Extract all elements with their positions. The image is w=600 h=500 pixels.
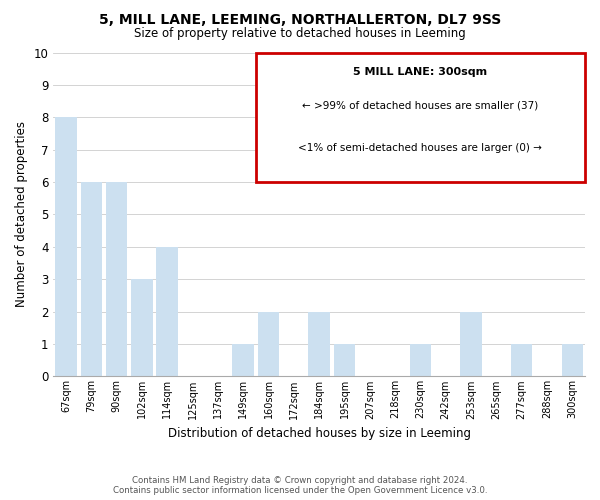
Bar	[410, 344, 431, 376]
Bar	[232, 344, 254, 376]
Y-axis label: Number of detached properties: Number of detached properties	[15, 122, 28, 308]
FancyBboxPatch shape	[256, 52, 585, 182]
Bar	[334, 344, 355, 376]
Bar	[258, 312, 279, 376]
Bar	[131, 279, 152, 376]
Bar	[106, 182, 127, 376]
Bar	[308, 312, 330, 376]
Bar	[157, 247, 178, 376]
Bar	[511, 344, 532, 376]
Text: 5 MILL LANE: 300sqm: 5 MILL LANE: 300sqm	[353, 67, 487, 77]
Text: Contains HM Land Registry data © Crown copyright and database right 2024.
Contai: Contains HM Land Registry data © Crown c…	[113, 476, 487, 495]
Bar	[55, 118, 77, 376]
Bar	[562, 344, 583, 376]
Text: ← >99% of detached houses are smaller (37): ← >99% of detached houses are smaller (3…	[302, 101, 539, 111]
Text: Size of property relative to detached houses in Leeming: Size of property relative to detached ho…	[134, 28, 466, 40]
Bar	[80, 182, 102, 376]
Bar	[460, 312, 482, 376]
Text: 5, MILL LANE, LEEMING, NORTHALLERTON, DL7 9SS: 5, MILL LANE, LEEMING, NORTHALLERTON, DL…	[99, 12, 501, 26]
X-axis label: Distribution of detached houses by size in Leeming: Distribution of detached houses by size …	[167, 427, 470, 440]
Text: <1% of semi-detached houses are larger (0) →: <1% of semi-detached houses are larger (…	[298, 143, 542, 153]
